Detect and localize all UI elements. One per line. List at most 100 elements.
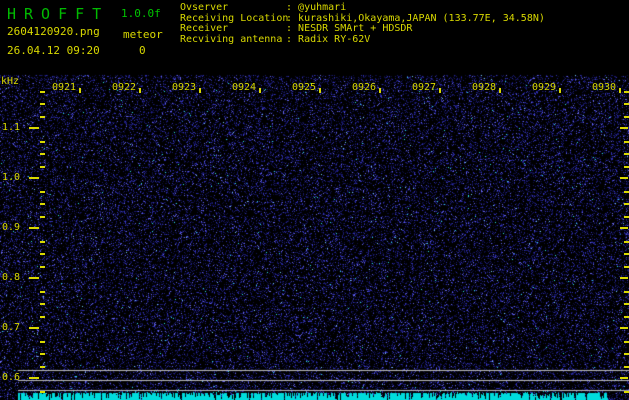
freq-label: 0.8 — [2, 272, 21, 283]
time-label: 0921 — [52, 82, 77, 93]
freq-minor-tick-right — [624, 91, 629, 93]
freq-major-tick-left — [29, 127, 39, 129]
freq-minor-tick-left — [40, 203, 45, 205]
freq-minor-tick-left — [40, 353, 45, 355]
time-label: 0926 — [352, 82, 377, 93]
freq-minor-tick-right — [624, 341, 629, 343]
time-tick — [199, 88, 201, 93]
freq-major-tick-right — [620, 227, 628, 229]
freq-label: 0.7 — [2, 322, 21, 333]
freq-minor-tick-left — [40, 166, 45, 168]
station-info: Ovserver: @yuhmari Receiving Location: ku… — [180, 2, 545, 46]
freq-label: 1.0 — [2, 172, 21, 183]
time-label: 0922 — [112, 82, 137, 93]
info-label: Recviving antenna — [180, 33, 283, 45]
freq-major-tick-left — [29, 277, 39, 279]
freq-label: 0.9 — [2, 222, 21, 233]
freq-minor-tick-right — [624, 291, 629, 293]
info-colon: : — [286, 2, 299, 13]
info-label: Receiving Location — [180, 12, 289, 24]
time-tick — [499, 88, 501, 93]
time-label: 0925 — [292, 82, 317, 93]
time-tick — [139, 88, 141, 93]
time-label: 0924 — [232, 82, 257, 93]
freq-minor-tick-left — [40, 253, 45, 255]
freq-minor-tick-left — [40, 241, 45, 243]
freq-minor-tick-right — [624, 166, 629, 168]
freq-minor-tick-right — [624, 103, 629, 105]
freq-minor-tick-left — [40, 266, 45, 268]
freq-major-tick-right — [620, 177, 628, 179]
time-tick — [559, 88, 561, 93]
time-tick — [259, 88, 261, 93]
freq-minor-tick-left — [40, 341, 45, 343]
time-tick — [379, 88, 381, 93]
app-title: HROFFT — [7, 5, 110, 23]
freq-minor-tick-right — [624, 366, 629, 368]
freq-major-tick-right — [620, 127, 628, 129]
app-version: 1.0.0f — [121, 7, 161, 20]
freq-minor-tick-left — [40, 303, 45, 305]
echo-count: 0 — [139, 44, 146, 57]
freq-major-tick-right — [620, 277, 628, 279]
freq-minor-tick-right — [624, 116, 629, 118]
freq-minor-tick-right — [624, 303, 629, 305]
time-label: 0927 — [412, 82, 437, 93]
freq-major-tick-left — [29, 177, 39, 179]
freq-minor-tick-left — [40, 91, 45, 93]
freq-axis-unit: kHz — [1, 76, 20, 87]
freq-minor-tick-left — [40, 191, 45, 193]
info-value: @yuhmari — [298, 2, 347, 13]
info-value: Radix RY-62V — [298, 33, 371, 45]
freq-minor-tick-left — [40, 391, 45, 393]
info-row: Receiving Location: kurashiki,Okayama,JA… — [180, 12, 545, 25]
freq-major-tick-left — [29, 327, 39, 329]
time-label: 0923 — [172, 82, 197, 93]
freq-minor-tick-left — [40, 153, 45, 155]
freq-minor-tick-left — [40, 116, 45, 118]
time-label: 0929 — [532, 82, 557, 93]
time-label: 0928 — [472, 82, 497, 93]
freq-minor-tick-left — [40, 216, 45, 218]
time-label: 0930 — [592, 82, 617, 93]
freq-major-tick-left — [29, 377, 39, 379]
freq-minor-tick-left — [40, 103, 45, 105]
freq-minor-tick-right — [624, 253, 629, 255]
freq-minor-tick-right — [624, 266, 629, 268]
freq-major-tick-left — [29, 227, 39, 229]
freq-minor-tick-right — [624, 203, 629, 205]
freq-label: 1.1 — [2, 122, 21, 133]
info-label: Receiver — [180, 23, 229, 34]
time-tick — [619, 88, 621, 93]
freq-label: 0.6 — [2, 372, 21, 383]
time-tick — [439, 88, 441, 93]
freq-minor-tick-left — [40, 141, 45, 143]
freq-major-tick-right — [620, 327, 628, 329]
freq-minor-tick-left — [40, 366, 45, 368]
freq-minor-tick-right — [624, 241, 629, 243]
freq-minor-tick-right — [624, 191, 629, 193]
info-colon: : — [286, 12, 299, 24]
freq-minor-tick-left — [40, 291, 45, 293]
freq-minor-tick-right — [624, 216, 629, 218]
info-colon: : — [286, 23, 299, 34]
freq-minor-tick-right — [624, 391, 629, 393]
freq-minor-tick-left — [40, 316, 45, 318]
info-value: NESDR SMArt + HDSDR — [298, 23, 413, 34]
freq-minor-tick-right — [624, 153, 629, 155]
info-label: Ovserver — [180, 2, 229, 13]
info-value: kurashiki,Okayama,JAPAN (133.77E, 34.58N… — [298, 12, 545, 24]
info-row: Receiver: NESDR SMArt + HDSDR — [180, 23, 545, 35]
time-tick — [79, 88, 81, 93]
info-colon: : — [286, 33, 299, 45]
info-row: Ovserver: @yuhmari — [180, 2, 545, 14]
freq-minor-tick-right — [624, 141, 629, 143]
info-row: Recviving antenna: Radix RY-62V — [180, 33, 545, 46]
time-tick — [319, 88, 321, 93]
freq-major-tick-right — [620, 377, 628, 379]
freq-minor-tick-right — [624, 316, 629, 318]
freq-minor-tick-right — [624, 353, 629, 355]
echo-type-label: meteor — [123, 28, 163, 41]
